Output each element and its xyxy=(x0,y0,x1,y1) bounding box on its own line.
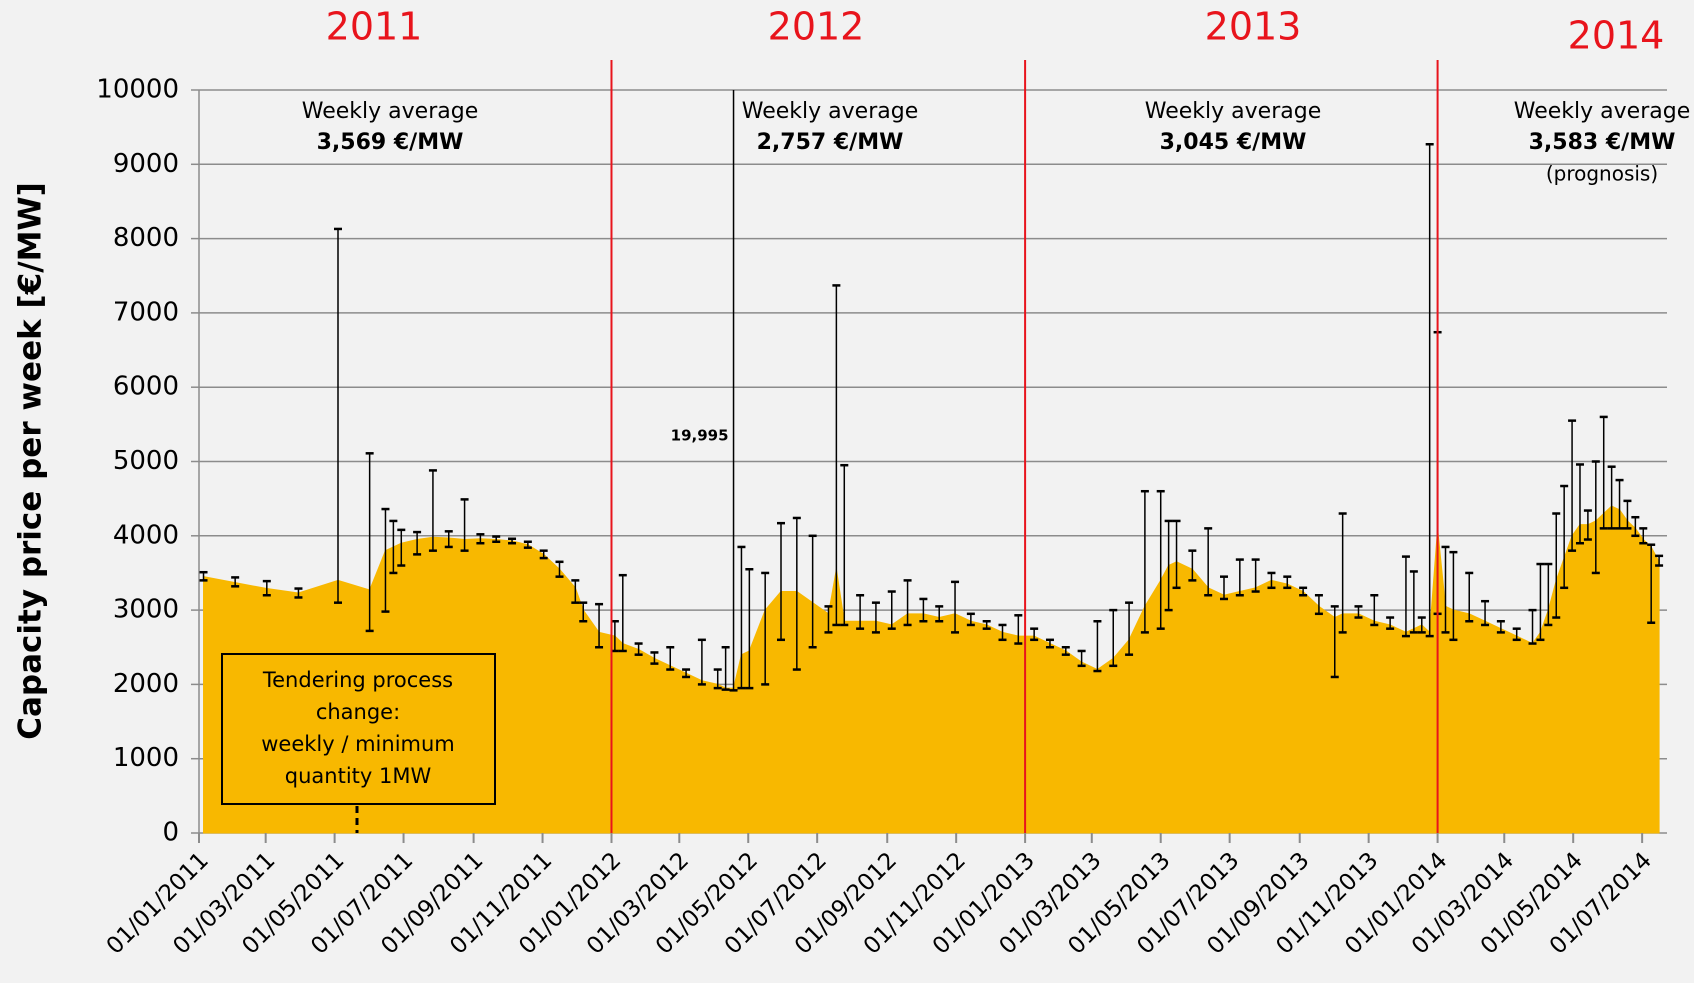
area xyxy=(203,505,1660,834)
average-note: (prognosis) xyxy=(1546,162,1658,186)
average-label: Weekly average xyxy=(1145,99,1321,124)
tender-note: quantity 1MW xyxy=(285,764,432,788)
year-label: 2011 xyxy=(326,5,423,49)
year-label: 2012 xyxy=(768,5,865,49)
y-tick-label: 0 xyxy=(162,818,179,848)
tender-box xyxy=(221,653,496,805)
y-tick-label: 4000 xyxy=(113,520,179,550)
y-tick-label: 9000 xyxy=(113,149,179,179)
tender-note: change: xyxy=(316,700,400,724)
average-label: Weekly average xyxy=(742,99,918,124)
average-value: 2,757 €/MW xyxy=(757,130,904,155)
tender-note: Tendering process xyxy=(262,668,453,692)
error-bars xyxy=(199,90,1664,692)
y-tick-label: 1000 xyxy=(113,743,179,773)
tender-note: weekly / minimum xyxy=(261,732,455,756)
year-label: 2014 xyxy=(1568,14,1665,58)
y-tick-label: 3000 xyxy=(113,595,179,625)
y-tick-label: 5000 xyxy=(113,446,179,476)
average-value: 3,583 €/MW xyxy=(1529,130,1676,155)
y-tick-label: 2000 xyxy=(113,669,179,699)
year-label: 2013 xyxy=(1205,5,1302,49)
y-tick-label: 10000 xyxy=(96,75,179,105)
y-tick-label: 6000 xyxy=(113,372,179,402)
average-value: 3,045 €/MW xyxy=(1160,130,1307,155)
y-tick-label: 7000 xyxy=(113,297,179,327)
spike-label: 19,995 xyxy=(671,427,729,445)
average-value: 3,569 €/MW xyxy=(317,130,464,155)
y-tick-label: 8000 xyxy=(113,223,179,253)
area-layer xyxy=(203,505,1660,834)
average-label: Weekly average xyxy=(302,99,478,124)
y-axis-label: Capacity price per week [€/MW] xyxy=(13,182,49,740)
average-label: Weekly average xyxy=(1514,99,1690,124)
